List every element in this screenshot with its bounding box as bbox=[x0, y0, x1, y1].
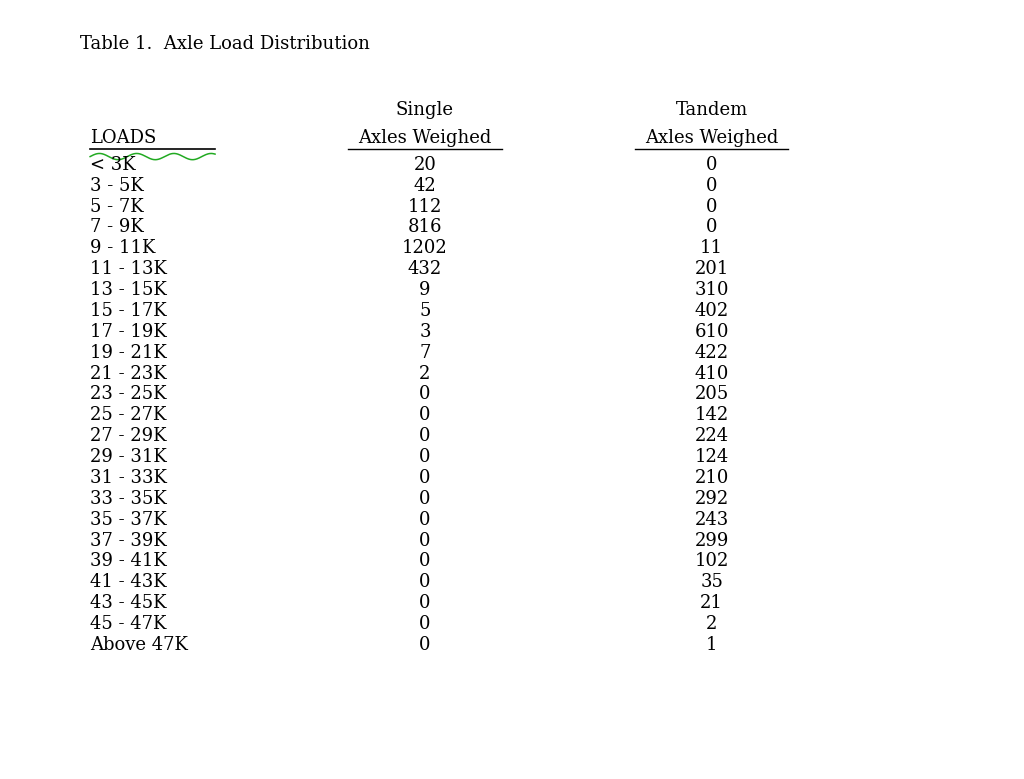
Text: 5: 5 bbox=[419, 302, 431, 320]
Text: 292: 292 bbox=[694, 490, 729, 508]
Text: Single: Single bbox=[396, 101, 454, 119]
Text: 0: 0 bbox=[419, 573, 431, 591]
Text: < 3K: < 3K bbox=[90, 156, 136, 174]
Text: 1202: 1202 bbox=[402, 239, 447, 257]
Text: 35 - 37K: 35 - 37K bbox=[90, 511, 167, 529]
Text: 9: 9 bbox=[419, 281, 431, 299]
Text: 41 - 43K: 41 - 43K bbox=[90, 573, 167, 591]
Text: 0: 0 bbox=[706, 218, 718, 237]
Text: 0: 0 bbox=[419, 531, 431, 550]
Text: Axles Weighed: Axles Weighed bbox=[645, 129, 778, 146]
Text: 19 - 21K: 19 - 21K bbox=[90, 344, 167, 361]
Text: 0: 0 bbox=[419, 386, 431, 404]
Text: 0: 0 bbox=[419, 615, 431, 633]
Text: 15 - 17K: 15 - 17K bbox=[90, 302, 167, 320]
Text: 610: 610 bbox=[694, 323, 729, 341]
Text: 0: 0 bbox=[419, 407, 431, 425]
Text: Above 47K: Above 47K bbox=[90, 636, 188, 654]
Text: 299: 299 bbox=[694, 531, 729, 550]
Text: 35: 35 bbox=[700, 573, 723, 591]
Text: 9 - 11K: 9 - 11K bbox=[90, 239, 156, 257]
Text: 102: 102 bbox=[694, 552, 729, 570]
Text: 21: 21 bbox=[700, 594, 723, 612]
Text: 3 - 5K: 3 - 5K bbox=[90, 177, 143, 195]
Text: 310: 310 bbox=[694, 281, 729, 299]
Text: 31 - 33K: 31 - 33K bbox=[90, 469, 167, 487]
Text: 124: 124 bbox=[694, 448, 729, 466]
Text: Axles Weighed: Axles Weighed bbox=[358, 129, 492, 146]
Text: 142: 142 bbox=[694, 407, 729, 425]
Text: 201: 201 bbox=[694, 260, 729, 278]
Text: 7: 7 bbox=[419, 344, 431, 361]
Text: 42: 42 bbox=[414, 177, 436, 195]
Text: 39 - 41K: 39 - 41K bbox=[90, 552, 167, 570]
Text: 45 - 47K: 45 - 47K bbox=[90, 615, 167, 633]
Text: 0: 0 bbox=[419, 594, 431, 612]
Text: 7 - 9K: 7 - 9K bbox=[90, 218, 143, 237]
Text: 0: 0 bbox=[706, 156, 718, 174]
Text: 0: 0 bbox=[706, 198, 718, 216]
Text: 0: 0 bbox=[419, 469, 431, 487]
Text: 0: 0 bbox=[419, 490, 431, 508]
Text: 43 - 45K: 43 - 45K bbox=[90, 594, 167, 612]
Text: 21 - 23K: 21 - 23K bbox=[90, 365, 167, 382]
Text: 11 - 13K: 11 - 13K bbox=[90, 260, 167, 278]
Text: 17 - 19K: 17 - 19K bbox=[90, 323, 167, 341]
Text: 27 - 29K: 27 - 29K bbox=[90, 427, 167, 446]
Text: 410: 410 bbox=[694, 365, 729, 382]
Text: 13 - 15K: 13 - 15K bbox=[90, 281, 167, 299]
Text: 11: 11 bbox=[700, 239, 723, 257]
Text: 1: 1 bbox=[706, 636, 718, 654]
Text: 33 - 35K: 33 - 35K bbox=[90, 490, 167, 508]
Text: 205: 205 bbox=[694, 386, 729, 404]
Text: 29 - 31K: 29 - 31K bbox=[90, 448, 167, 466]
Text: 210: 210 bbox=[694, 469, 729, 487]
Text: 3: 3 bbox=[419, 323, 431, 341]
Text: 816: 816 bbox=[408, 218, 442, 237]
Text: 0: 0 bbox=[419, 636, 431, 654]
Text: 2: 2 bbox=[419, 365, 431, 382]
Text: 112: 112 bbox=[408, 198, 442, 216]
Text: 422: 422 bbox=[694, 344, 729, 361]
Text: 0: 0 bbox=[419, 448, 431, 466]
Text: 5 - 7K: 5 - 7K bbox=[90, 198, 143, 216]
Text: 23 - 25K: 23 - 25K bbox=[90, 386, 167, 404]
Text: 0: 0 bbox=[419, 552, 431, 570]
Text: 402: 402 bbox=[694, 302, 729, 320]
Text: 20: 20 bbox=[414, 156, 436, 174]
Text: LOADS: LOADS bbox=[90, 129, 157, 146]
Text: 432: 432 bbox=[408, 260, 442, 278]
Text: 0: 0 bbox=[706, 177, 718, 195]
Text: 243: 243 bbox=[694, 511, 729, 529]
Text: 224: 224 bbox=[694, 427, 729, 446]
Text: 0: 0 bbox=[419, 511, 431, 529]
Text: 37 - 39K: 37 - 39K bbox=[90, 531, 167, 550]
Text: Tandem: Tandem bbox=[676, 101, 748, 119]
Text: 0: 0 bbox=[419, 427, 431, 446]
Text: 25 - 27K: 25 - 27K bbox=[90, 407, 167, 425]
Text: Table 1.  Axle Load Distribution: Table 1. Axle Load Distribution bbox=[80, 35, 370, 53]
Text: 2: 2 bbox=[706, 615, 718, 633]
